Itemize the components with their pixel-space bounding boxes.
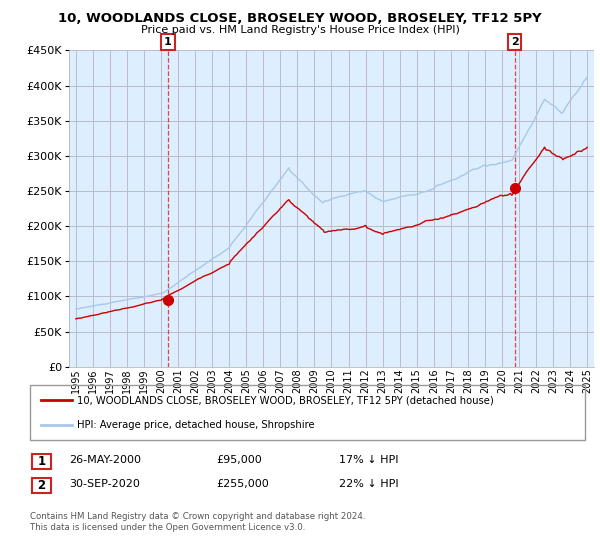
Text: 1: 1 xyxy=(37,455,46,468)
Text: 10, WOODLANDS CLOSE, BROSELEY WOOD, BROSELEY, TF12 5PY (detached house): 10, WOODLANDS CLOSE, BROSELEY WOOD, BROS… xyxy=(77,395,494,405)
Bar xyxy=(32,478,51,493)
Text: 17% ↓ HPI: 17% ↓ HPI xyxy=(339,455,398,465)
Text: £95,000: £95,000 xyxy=(216,455,262,465)
Bar xyxy=(32,454,51,469)
Text: 2: 2 xyxy=(37,479,46,492)
Text: Price paid vs. HM Land Registry's House Price Index (HPI): Price paid vs. HM Land Registry's House … xyxy=(140,25,460,35)
Text: 30-SEP-2020: 30-SEP-2020 xyxy=(69,479,140,489)
Text: £255,000: £255,000 xyxy=(216,479,269,489)
Text: 1: 1 xyxy=(164,37,172,47)
Text: 26-MAY-2000: 26-MAY-2000 xyxy=(69,455,141,465)
Text: HPI: Average price, detached house, Shropshire: HPI: Average price, detached house, Shro… xyxy=(77,420,315,430)
Text: 22% ↓ HPI: 22% ↓ HPI xyxy=(339,479,398,489)
Text: 2: 2 xyxy=(511,37,518,47)
Text: 10, WOODLANDS CLOSE, BROSELEY WOOD, BROSELEY, TF12 5PY: 10, WOODLANDS CLOSE, BROSELEY WOOD, BROS… xyxy=(58,12,542,25)
Text: Contains HM Land Registry data © Crown copyright and database right 2024.
This d: Contains HM Land Registry data © Crown c… xyxy=(30,512,365,532)
